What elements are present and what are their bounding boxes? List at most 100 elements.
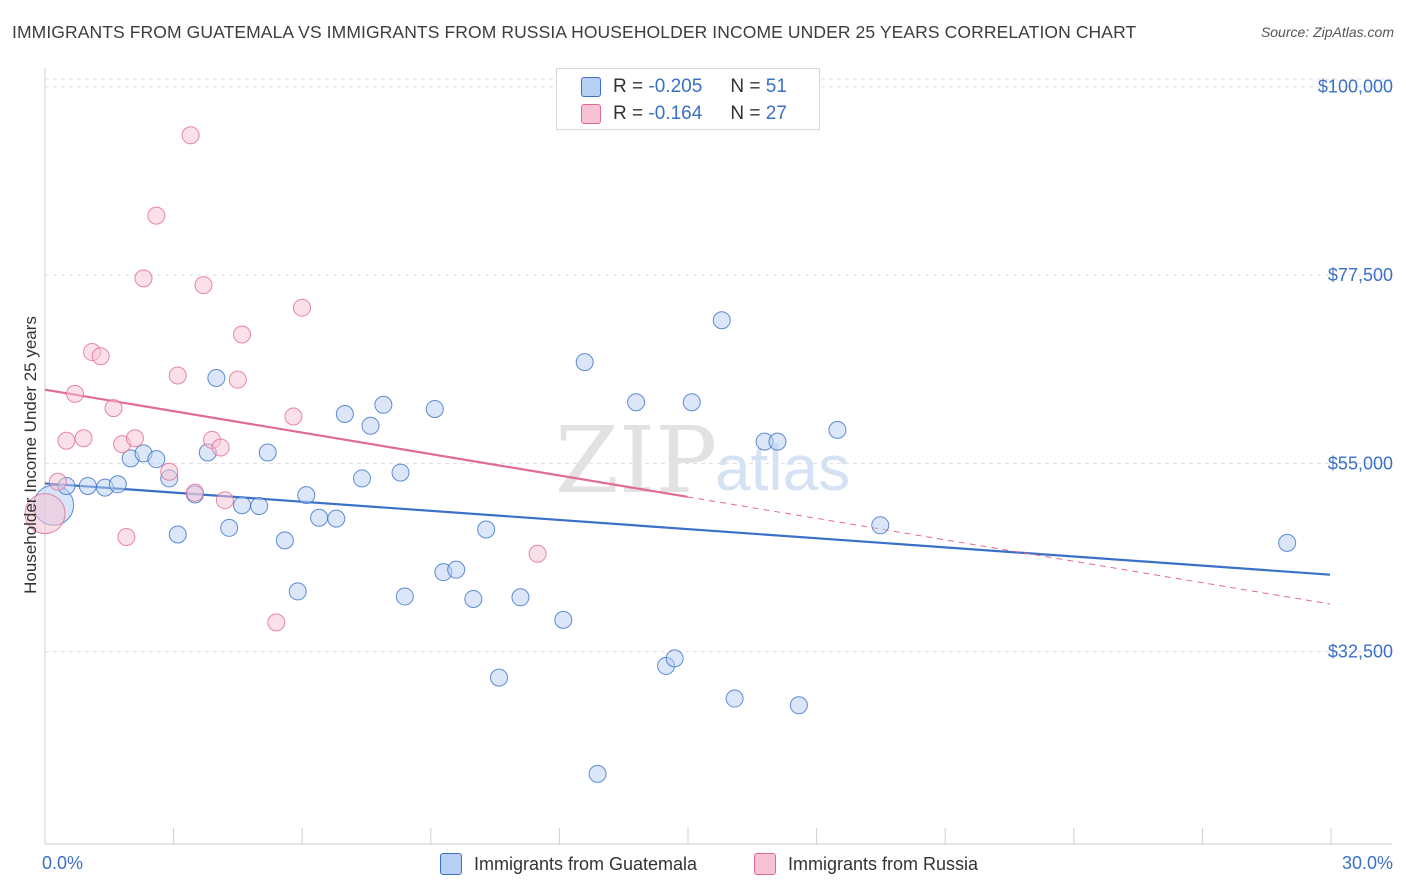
x-tick-label-min: 0.0%: [42, 853, 83, 873]
series-russia: [24, 126, 547, 632]
point-guatemala: [275, 531, 294, 550]
point-guatemala: [588, 764, 607, 783]
point-guatemala: [147, 450, 166, 469]
point-guatemala: [871, 516, 890, 535]
bottom-legend-label-guatemala: Immigrants from Guatemala: [474, 853, 698, 874]
point-russia: [104, 399, 123, 418]
point-russia: [125, 429, 144, 448]
point-guatemala: [288, 582, 307, 601]
legend-n-value: 51: [765, 76, 787, 97]
legend-row-guatemala: R = -0.205 N = 51: [581, 75, 787, 99]
point-guatemala: [207, 369, 226, 387]
y-tick-label: $55,000: [1328, 453, 1393, 473]
point-guatemala: [391, 463, 410, 482]
point-guatemala: [511, 588, 530, 607]
point-russia: [134, 269, 153, 288]
series-guatemala: [33, 311, 1297, 783]
point-russia: [215, 491, 234, 510]
point-guatemala: [352, 469, 371, 488]
point-guatemala: [327, 509, 346, 528]
point-russia: [233, 325, 252, 344]
y-axis-label: Householder Income Under 25 years: [21, 316, 40, 594]
point-russia: [117, 528, 136, 547]
point-russia: [293, 298, 311, 317]
point-russia: [181, 126, 200, 145]
point-russia: [48, 472, 67, 491]
point-guatemala: [575, 353, 594, 372]
point-russia: [194, 276, 213, 295]
point-guatemala: [335, 404, 354, 423]
legend-swatch-blue: [581, 77, 601, 97]
point-guatemala: [665, 649, 684, 668]
point-guatemala: [78, 476, 97, 495]
bottom-legend-swatch-pink: [754, 853, 776, 875]
point-guatemala: [233, 496, 252, 515]
point-russia: [57, 431, 76, 450]
point-guatemala: [490, 668, 509, 687]
y-tick-label: $100,000: [1318, 77, 1393, 97]
point-guatemala: [828, 420, 847, 439]
bottom-legend-swatch-blue: [440, 853, 462, 875]
point-russia: [528, 544, 547, 563]
point-russia: [74, 429, 93, 448]
legend-n-label: N =: [730, 103, 761, 124]
point-guatemala: [220, 518, 239, 537]
legend-r-label: R =: [613, 76, 644, 97]
point-guatemala: [374, 395, 393, 414]
y-tick-label: $77,500: [1328, 265, 1393, 285]
x-tick-label-max: 30.0%: [1342, 853, 1393, 873]
source-label: Source: ZipAtlas.com: [1260, 24, 1394, 40]
point-guatemala: [1278, 533, 1297, 552]
point-russia: [147, 206, 166, 225]
point-russia: [211, 438, 230, 457]
point-guatemala: [725, 689, 744, 708]
point-guatemala: [627, 393, 646, 412]
point-guatemala: [447, 560, 466, 579]
legend-n-value: 27: [765, 103, 787, 124]
bottom-legend-guatemala: Immigrants from Guatemala: [440, 850, 697, 878]
point-russia: [228, 370, 247, 389]
trendline-russia: [44, 388, 688, 498]
point-guatemala: [712, 311, 731, 330]
axes: [44, 68, 1392, 845]
point-russia: [24, 493, 66, 535]
point-guatemala: [554, 610, 573, 629]
point-russia: [284, 407, 303, 426]
legend-r-label: R =: [613, 103, 644, 124]
legend-n-label: N =: [730, 76, 761, 97]
bottom-legend-label-russia: Immigrants from Russia: [788, 853, 979, 874]
point-guatemala: [789, 696, 808, 715]
point-russia: [168, 366, 187, 385]
legend-swatch-pink: [581, 104, 601, 124]
chart-title: IMMIGRANTS FROM GUATEMALA VS IMMIGRANTS …: [12, 22, 1137, 42]
point-guatemala: [477, 520, 496, 539]
point-guatemala: [108, 475, 127, 494]
point-guatemala: [464, 589, 483, 608]
point-russia: [91, 347, 110, 366]
watermark-zip: ZIP: [555, 407, 717, 514]
watermark: ZIP atlas: [555, 407, 850, 514]
point-russia: [185, 483, 204, 502]
point-guatemala: [425, 399, 444, 418]
point-russia: [160, 462, 179, 481]
bottom-legend-russia: Immigrants from Russia: [754, 850, 978, 878]
correlation-legend: R = -0.205 N = 51 R = -0.164 N = 27: [556, 68, 820, 130]
legend-r-value: -0.164: [648, 103, 703, 124]
point-guatemala: [297, 486, 316, 505]
point-guatemala: [682, 393, 701, 412]
point-guatemala: [250, 497, 269, 516]
legend-r-value: -0.205: [648, 76, 703, 97]
point-guatemala: [768, 432, 787, 451]
point-guatemala: [168, 525, 187, 544]
tick-labels: $32,500 $55,000 $77,500 $100,000 0.0% 30.0%: [42, 77, 1393, 873]
legend-row-russia: R = -0.164 N = 27: [581, 102, 787, 126]
point-russia: [267, 613, 286, 632]
data-points: [24, 126, 1297, 783]
y-tick-label: $32,500: [1328, 642, 1393, 662]
point-russia: [65, 384, 84, 403]
point-guatemala: [361, 416, 380, 435]
trendline-russia-extension: [687, 496, 1331, 605]
point-guatemala: [258, 443, 277, 462]
point-guatemala: [310, 508, 329, 527]
